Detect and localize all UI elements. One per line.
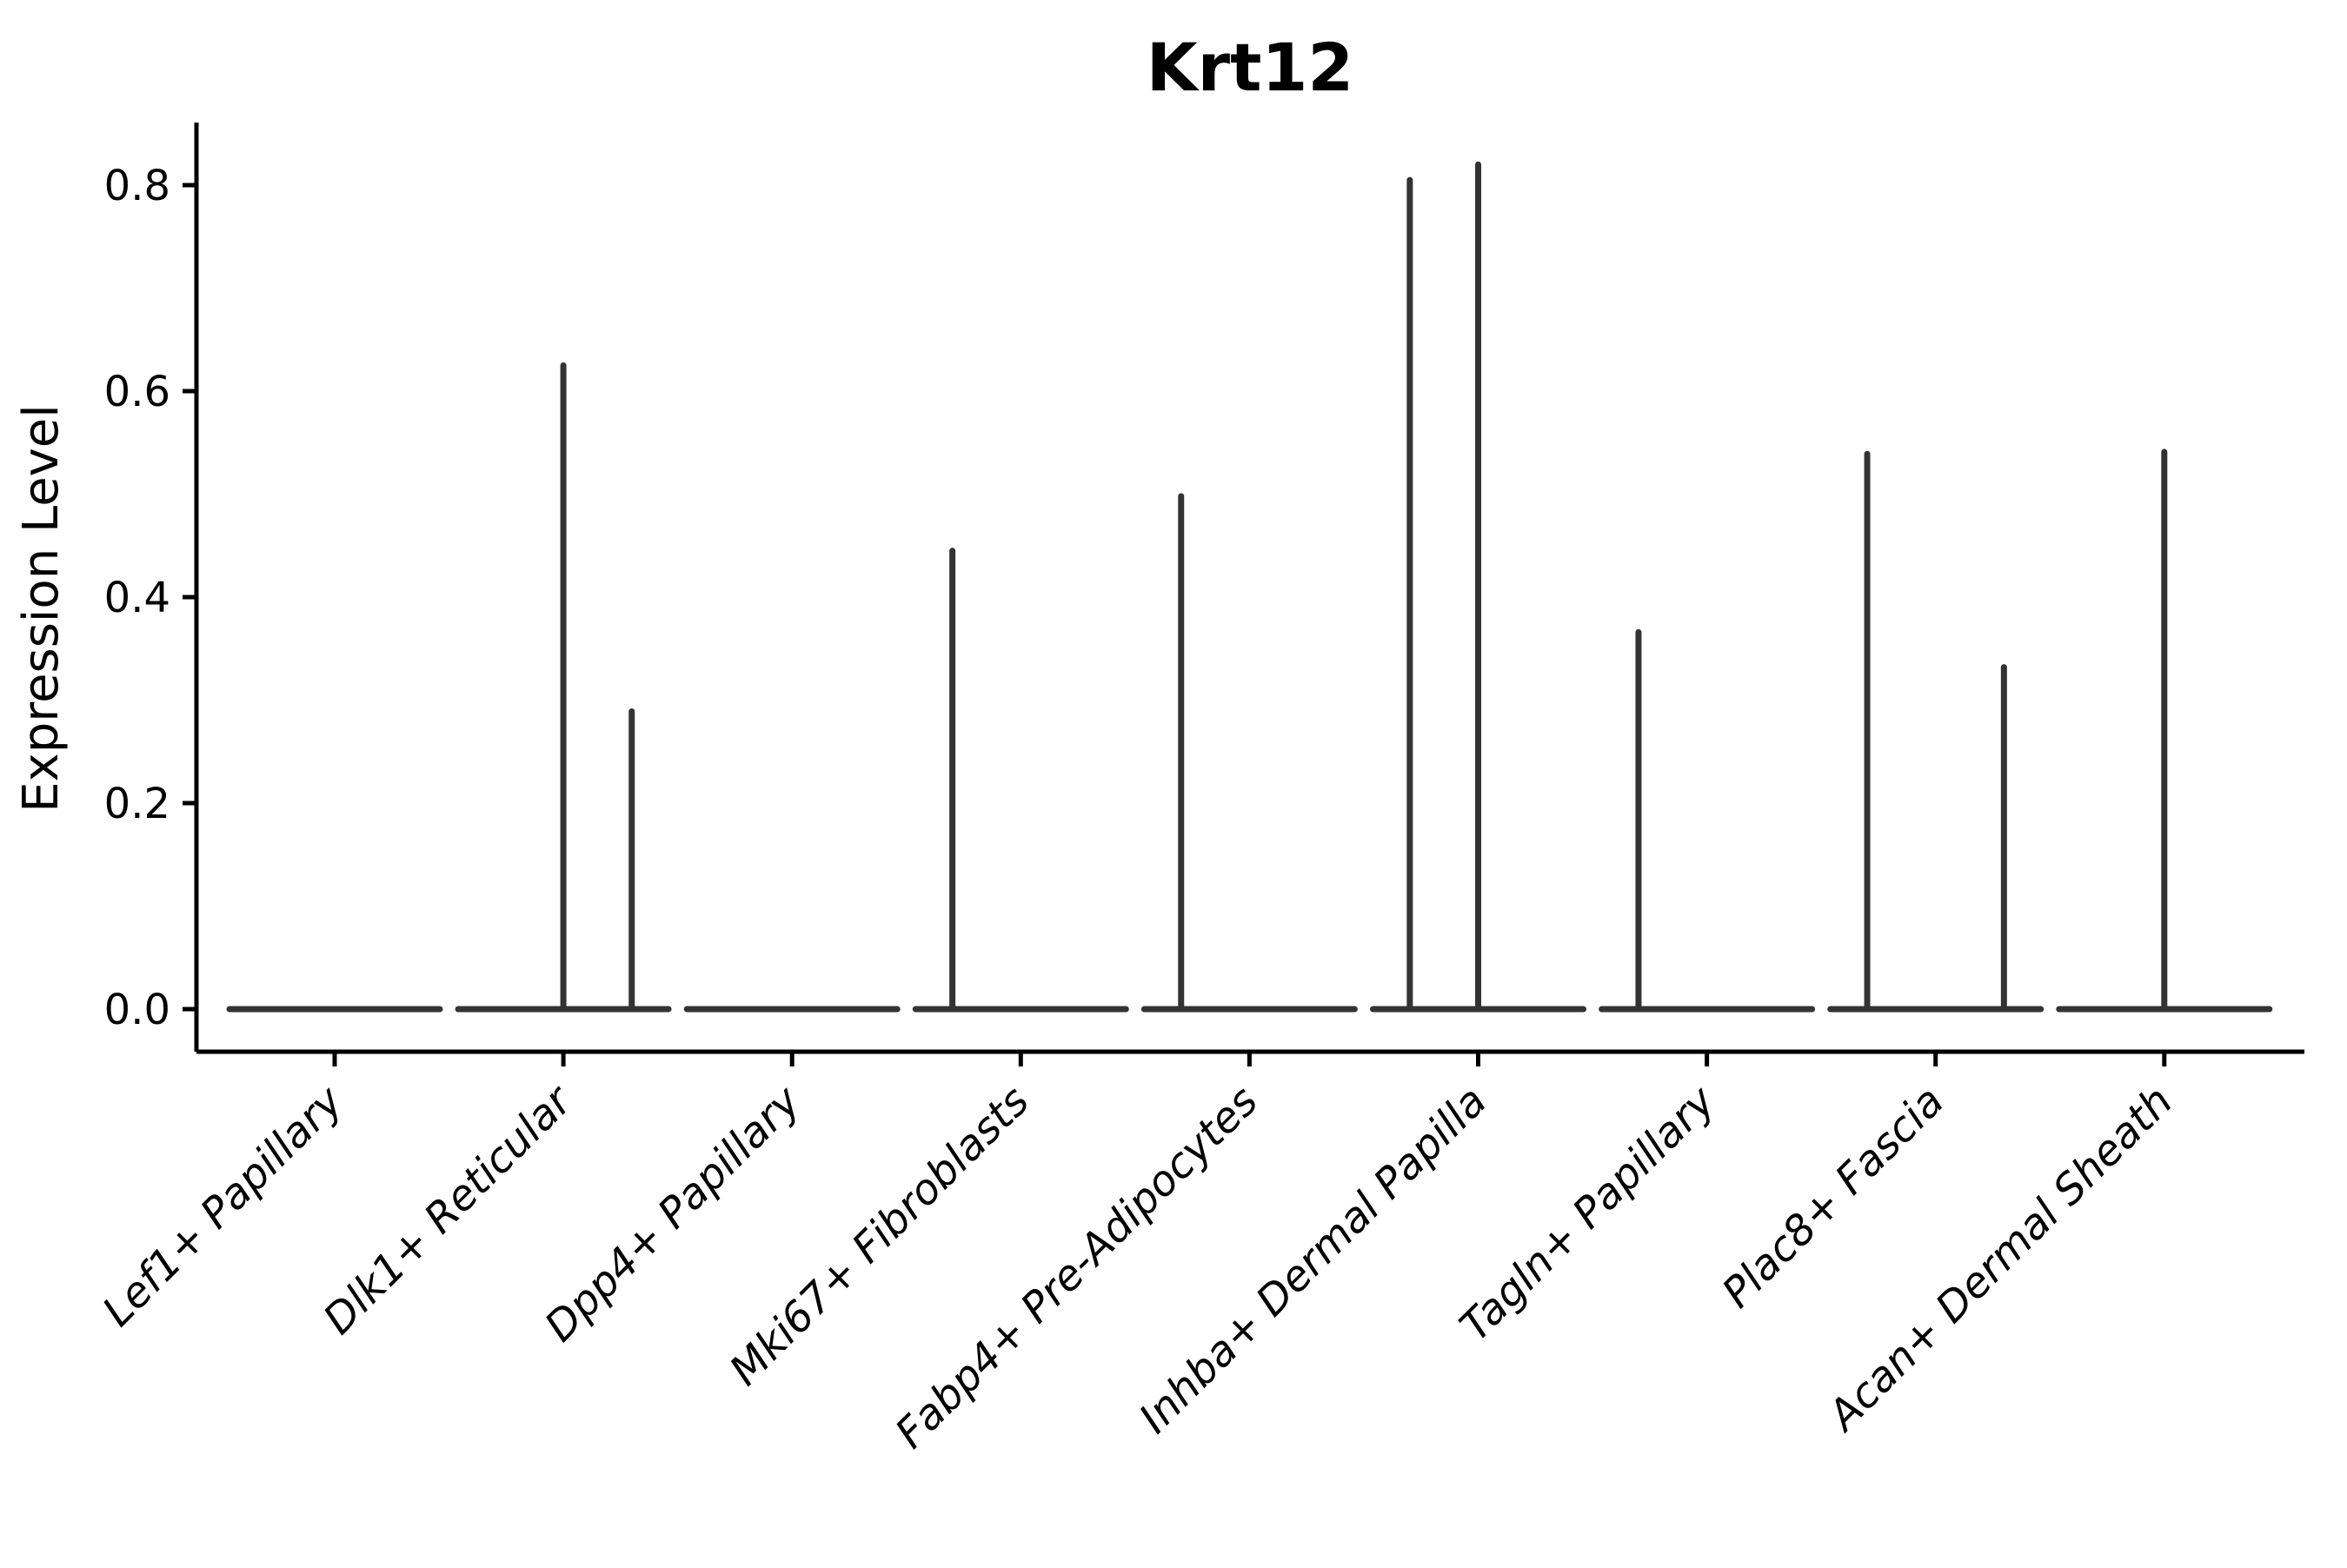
y-axis-label: Expression Level [13,404,70,813]
y-tick-label: 0.8 [104,162,170,210]
y-axis-ticks: 0.0 0.2 0.4 0.6 0.8 [104,162,196,1034]
x-tick-label: Tagln+ Papillary [1451,1076,1725,1351]
y-tick-label: 0.4 [104,574,170,622]
plot-title: Krt12 [1147,29,1353,106]
x-tick-label: Lef1+ Papillary [93,1076,353,1336]
x-tick-label: Fabp4+ Pre-Adipocytes [886,1077,1267,1458]
x-tick-label: Dpp4+ Papillary [535,1076,810,1351]
y-tick-label: 0.0 [104,986,170,1034]
x-tick-label: Plac8+ Fascia [1713,1077,1954,1318]
x-tick-label: Dlk1+ Reticular [314,1075,583,1345]
violins [226,161,2273,1013]
y-tick-label: 0.6 [104,368,170,416]
y-tick-label: 0.2 [104,780,170,828]
axes-spines [194,123,2304,1054]
